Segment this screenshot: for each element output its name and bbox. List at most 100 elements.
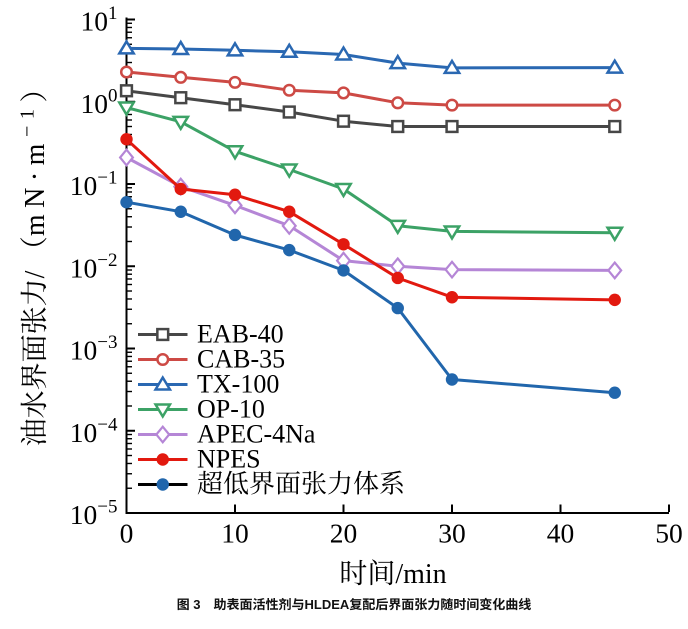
x-tick-label: 10 (221, 518, 249, 549)
x-tick-label: 50 (655, 518, 683, 549)
series-marker (225, 145, 245, 161)
svg-text:TX-100: TX-100 (197, 370, 279, 399)
x-axis-title: /min (341, 559, 447, 590)
legend-marker (156, 352, 170, 367)
series-marker (171, 115, 191, 132)
series-marker (282, 83, 296, 97)
y-tick-label: 101 (81, 3, 118, 37)
figure-caption: 3 HLDEA (177, 597, 531, 612)
series-marker (283, 205, 296, 218)
legend-label: EAB-40 (197, 320, 284, 349)
legend-marker (156, 327, 170, 342)
legend-marker (156, 478, 169, 491)
legend-item-OP-10: OP-10 (138, 395, 265, 424)
series-marker (281, 216, 298, 236)
series-marker (391, 96, 405, 110)
series-line (125, 138, 615, 302)
series-marker (336, 86, 351, 100)
series-marker (120, 133, 133, 146)
series-line (126, 106, 615, 235)
legend-label: OP-10 (197, 395, 265, 424)
series-marker (174, 70, 188, 84)
series-marker (337, 238, 350, 251)
series-marker (334, 182, 353, 199)
svg-text:mN·m−1: mN·m−1 (16, 103, 51, 237)
legend-item-超低界面张力体系 (138, 470, 403, 495)
series-OP-10 (117, 101, 625, 243)
series-marker (608, 98, 622, 112)
y-tick-label: 10−4 (70, 414, 118, 448)
series-TX-100 (117, 38, 625, 75)
svg-text:CAB-35: CAB-35 (197, 345, 285, 374)
series-marker (334, 45, 353, 61)
svg-text:APEC-4Na: APEC-4Na (197, 420, 316, 449)
series-marker (608, 386, 621, 399)
series-超低界面张力体系 (120, 196, 621, 399)
series-marker (606, 260, 623, 280)
y-tick-label: 10−5 (70, 497, 118, 531)
x-tick-label: 40 (547, 518, 575, 549)
series-marker (445, 291, 459, 304)
series-marker (444, 260, 460, 280)
series-line (126, 46, 615, 70)
legend-marker (153, 375, 173, 391)
series-CAB-35 (119, 65, 622, 112)
x-ticks: 0 10 20 30 40 50 (120, 504, 683, 549)
series-marker (117, 38, 136, 55)
series-EAB-40 (119, 84, 622, 134)
svg-text:HLDEA: HLDEA (305, 597, 350, 612)
series-marker (279, 42, 299, 59)
legend-item-TX-100: TX-100 (138, 370, 279, 399)
series-marker (442, 58, 462, 75)
legend-label: CAB-35 (197, 345, 285, 374)
series-marker (228, 98, 242, 112)
x-tick-label: 0 (120, 518, 134, 549)
series (117, 38, 625, 399)
series-marker (391, 119, 405, 134)
series-marker (605, 226, 625, 243)
series-marker (279, 163, 299, 179)
series-line (126, 89, 615, 128)
legend-item-CAB-35: CAB-35 (138, 345, 285, 374)
legend-item-NPES: NPES (138, 445, 261, 474)
series-marker (608, 293, 621, 307)
series-marker (391, 301, 404, 315)
series-marker (228, 188, 242, 201)
series-marker (282, 105, 296, 119)
series-marker (608, 119, 622, 134)
legend-marker (156, 453, 169, 466)
y-tick-label: 10−1 (70, 168, 118, 202)
series-marker (336, 114, 351, 128)
svg-text:NPES: NPES (197, 445, 261, 474)
series-marker (228, 75, 242, 89)
series-marker (391, 271, 404, 285)
legend-label: TX-100 (197, 370, 279, 399)
series-marker (388, 219, 408, 236)
y-axis-title: / mN·m−1 (16, 92, 51, 446)
svg-text:/: / (20, 264, 51, 278)
series-marker (119, 65, 134, 79)
series-marker (120, 196, 133, 209)
series-marker (445, 373, 459, 386)
axes (125, 17, 669, 514)
series-marker (119, 84, 134, 98)
series-marker (445, 98, 459, 112)
series-marker (388, 53, 408, 70)
legend-label: NPES (197, 445, 261, 474)
series-marker (118, 147, 135, 168)
series-marker (171, 39, 191, 56)
series-marker (228, 228, 242, 242)
legend-item-APEC-4Na: APEC-4Na (138, 420, 316, 449)
series-line (126, 70, 615, 107)
series-marker (174, 205, 187, 218)
series-marker (337, 264, 350, 277)
series-marker (174, 91, 188, 105)
series-marker (442, 225, 462, 241)
svg-text:EAB-40: EAB-40 (197, 320, 284, 349)
x-tick-label: 20 (330, 518, 358, 549)
series-marker (605, 58, 625, 74)
legend-marker (153, 403, 173, 419)
